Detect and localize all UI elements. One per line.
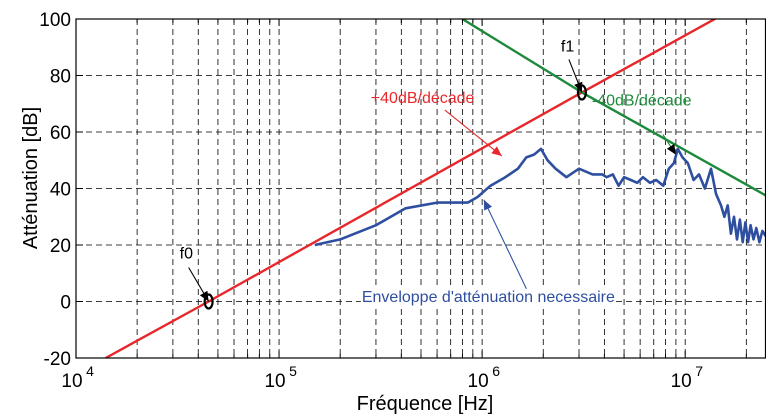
y-tick-label: 0 (60, 293, 71, 314)
annotations: +40dB/décade -40dB/décade Enveloppe d'atté… (180, 38, 692, 310)
y-tick-label: 80 (50, 67, 71, 88)
label-minus40db: -40dB/décade (592, 93, 692, 110)
annotation-arrow (483, 199, 528, 291)
marker-f0 (203, 293, 214, 310)
label-f0: f0 (180, 246, 193, 263)
y-tick-label: 20 (50, 236, 71, 257)
marker-f1 (576, 84, 588, 101)
annotation-arrow (444, 109, 503, 157)
x-tick-label: 10 (468, 371, 489, 392)
label-envelope: Enveloppe d'atténuation necessaire (362, 289, 615, 306)
y-axis-title: Atténuation [dB] (20, 107, 42, 249)
x-tick-label: 10 (264, 371, 285, 392)
label-plus40db: +40dB/décade (371, 90, 475, 107)
x-tick-label: 10 (61, 371, 82, 392)
x-tick-exponent: 7 (695, 363, 703, 379)
x-tick-exponent: 5 (289, 363, 297, 379)
y-tick-label: 60 (50, 123, 71, 144)
x-tick-label: 10 (671, 371, 692, 392)
y-tick-label: -20 (44, 349, 71, 370)
y-tick-label: 100 (39, 10, 71, 31)
label-background (360, 288, 616, 306)
x-tick-exponent: 6 (492, 363, 500, 379)
x-tick-exponent: 4 (86, 363, 94, 379)
x-axis-title: Fréquence [Hz] (357, 393, 494, 415)
attenuation-envelope-line (314, 147, 766, 247)
grid-layer (76, 19, 766, 358)
label-f1: f1 (561, 38, 574, 55)
annotation-arrow (662, 134, 677, 155)
red-asymptote-line (105, 19, 718, 358)
y-tick-label: 40 (50, 180, 71, 201)
